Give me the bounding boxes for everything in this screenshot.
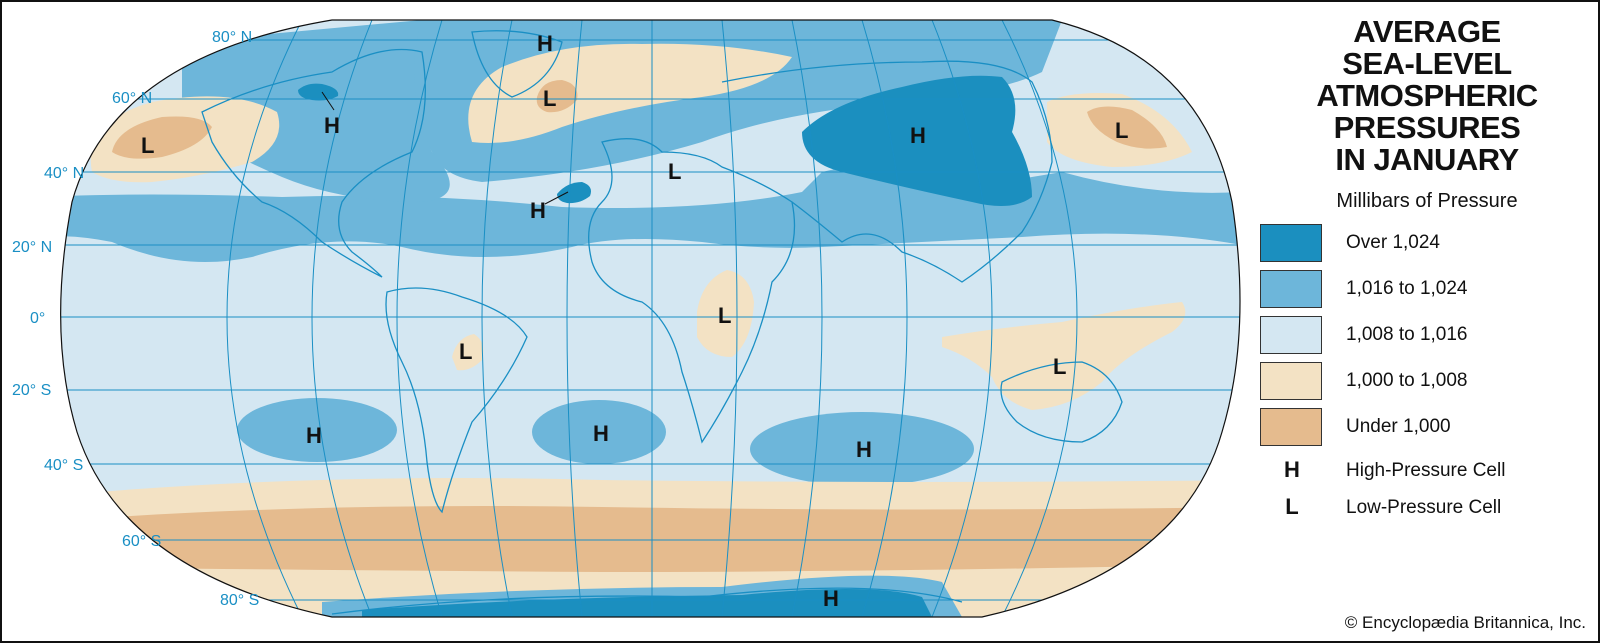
pressure-cell-markers: H L H L H L H L H L L L H H H [141,31,1128,611]
high-cell-arctic-canada: H [324,113,340,138]
legend-label: Under 1,000 [1346,416,1451,437]
zone-south-america-low [452,334,484,371]
high-pressure-symbol: H [1284,457,1300,482]
lat-label-20s: 20° S [12,382,51,399]
meridian [1001,20,1078,617]
lat-label-40s: 40° S [44,457,83,474]
zone-south-pacific-high [237,398,397,462]
zone-azores-high-core [557,182,591,204]
legend-label: 1,000 to 1,008 [1346,370,1468,391]
zone-indian-ocean-high [750,412,974,486]
legend-swatch [1260,224,1322,262]
legend-label: High-Pressure Cell [1346,460,1506,481]
coast-africa-europe [588,138,796,444]
map-outline [60,19,1241,618]
legend-label: Low-Pressure Cell [1346,497,1502,518]
high-cell-azores: H [530,198,546,223]
low-cell-aleutian-east: L [1115,118,1128,143]
meridian [861,20,908,617]
leader-lines [321,91,569,205]
title-line: AVERAGE [1353,14,1501,49]
high-cell-indian-ocean: H [856,437,872,462]
low-cell-africa: L [718,303,731,328]
low-cell-icelandic: L [543,86,556,111]
latitude-labels: 80° N 60° N 40° N 20° N 0° 20° S 40° S 6… [12,29,259,609]
low-cell-south-america: L [459,339,472,364]
meridian [931,20,993,617]
lat-label-20n: 20° N [12,239,52,256]
leader-line [321,91,335,111]
lat-label-60s: 60° S [122,533,161,550]
legend-label: 1,016 to 1,024 [1346,278,1468,299]
coastlines [201,30,1123,615]
zone-greenland-high [298,83,339,101]
high-cell-south-pacific: H [306,423,322,448]
coast-asia [721,60,1053,283]
coast-greenland [471,30,563,98]
zone-icelandic-low-core [536,80,578,113]
lat-label-0: 0° [30,310,45,327]
zone-icelandic-low-outer [468,43,792,143]
meridian [721,20,738,617]
low-cell-australia: L [1053,354,1066,379]
lat-label-80s: 80° S [220,592,259,609]
zone-aleutian-low-core [112,116,212,159]
legend-label: Over 1,024 [1346,232,1440,253]
high-cell-south-atlantic: H [593,421,609,446]
zone-south-atlantic-high [532,400,666,464]
legend-swatch [1260,270,1322,308]
coast-australia [1000,361,1123,443]
meridian [396,20,443,617]
title-line: SEA-LEVEL [1342,46,1512,81]
legend-swatch [1260,362,1322,400]
leader-line [544,191,569,205]
zone-australia-low [942,302,1186,410]
zone-aleutian-east-core [1087,106,1167,149]
meridian [791,20,823,617]
legend-swatch [1260,316,1322,354]
legend-label: 1,008 to 1,016 [1346,324,1468,345]
zone-africa-low [697,270,754,357]
lat-label-80n: 80° N [212,29,252,46]
coast-south-america [385,287,528,514]
high-cell-siberian: H [910,123,926,148]
meridian [311,20,373,617]
high-cell-antarctic: H [823,586,839,611]
coast-antarctica [331,587,963,615]
lat-label-40n: 40° N [44,165,84,182]
zone-siberian-high [802,75,1032,206]
meridian [226,20,303,617]
low-cell-aleutian: L [141,133,154,158]
high-cell-greenland: H [537,31,553,56]
meridian [566,20,583,617]
low-pressure-symbol: L [1285,494,1299,519]
copyright-credit: © Encyclopædia Britannica, Inc. [1344,613,1586,632]
legend: AVERAGE SEA-LEVEL ATMOSPHERIC PRESSURES … [1282,16,1582,213]
map-title: AVERAGE SEA-LEVEL ATMOSPHERIC PRESSURES … [1272,16,1582,176]
title-line: IN JANUARY [1335,142,1519,177]
coast-north-america [201,48,426,278]
legend-subtitle: Millibars of Pressure [1336,190,1518,212]
title-line: ATMOSPHERIC [1316,78,1538,113]
zone-south-low-belt-core [60,506,1241,572]
zone-med-low-outer [652,158,701,190]
meridian [481,20,513,617]
low-cell-mediterranean: L [668,159,681,184]
title-line: PRESSURES [1333,110,1521,145]
legend-swatch [1260,408,1322,446]
lat-label-60n: 60° N [112,90,152,107]
zone-antarctic-high-core [362,588,932,617]
